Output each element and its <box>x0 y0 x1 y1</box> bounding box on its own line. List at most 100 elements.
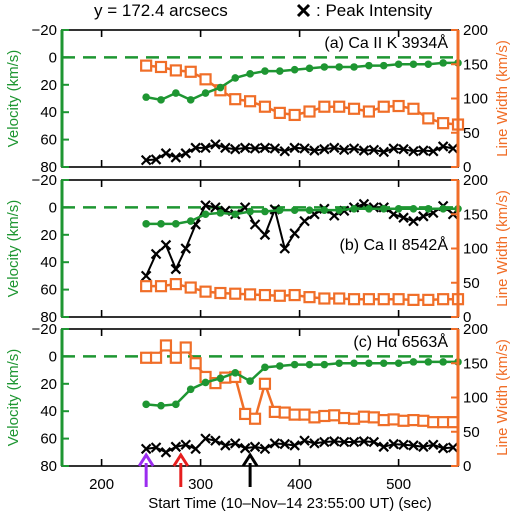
panel-label: (c) Hα 6563Å <box>353 332 448 351</box>
line-width-point <box>397 414 410 427</box>
velocity-point <box>320 63 329 71</box>
x-tick-label: 500 <box>386 476 411 493</box>
panel-2: −20 0 20 40 60 80 0 50 100 150 200 (b) Ca II 8542Å V… <box>5 172 511 326</box>
intensity-point <box>279 243 291 254</box>
velocity-point <box>350 63 358 71</box>
velocity-point <box>201 210 210 219</box>
velocity-point <box>409 60 418 69</box>
line-width-point <box>347 412 361 425</box>
panel-label: (b) Ca II 8542Å <box>340 235 449 254</box>
right-tick-label: 100 <box>463 390 488 407</box>
velocity-point <box>276 206 284 214</box>
line-width-point <box>362 105 375 118</box>
velocity-point <box>186 96 195 104</box>
velocity-point <box>142 93 150 101</box>
line-width-point <box>333 292 346 305</box>
left-tick-label: 40 <box>40 254 57 271</box>
intensity-point <box>447 143 459 154</box>
intensity-point <box>220 440 231 451</box>
velocity-point <box>157 96 165 104</box>
time-arrow-icon <box>241 452 259 487</box>
velocity-point <box>216 209 225 217</box>
velocity-point <box>216 374 225 383</box>
velocity-point <box>172 89 180 97</box>
intensity-point <box>249 219 261 230</box>
time-arrow-icon <box>172 452 190 487</box>
figure-header: y = 172.4 arcsecs : Peak Intensity <box>94 1 433 20</box>
header-right-text: : Peak Intensity <box>316 1 433 20</box>
line-width-point <box>258 100 272 113</box>
right-tick-label: 150 <box>463 56 488 73</box>
line-width-point <box>258 377 272 390</box>
intensity-point <box>239 142 251 154</box>
velocity-point <box>305 64 314 73</box>
intensity-point <box>358 436 370 447</box>
right-tick-label: 100 <box>463 91 488 108</box>
right-axis-label: Line Width (km/s) <box>494 339 511 456</box>
right-tick-label: 50 <box>463 275 480 292</box>
intensity-point <box>309 145 320 156</box>
intensity-point <box>418 211 429 222</box>
velocity-point <box>439 59 447 67</box>
line-width-point <box>214 286 227 300</box>
intensity-point <box>299 215 310 227</box>
right-axis-label: Line Width (km/s) <box>494 40 511 157</box>
right-tick-label: 100 <box>463 241 488 258</box>
line-width-point <box>298 408 311 421</box>
line-width-point <box>189 357 202 370</box>
velocity-point <box>335 63 344 71</box>
left-axis-label: Velocity (km/s) <box>5 200 22 298</box>
line-width-point <box>184 281 197 294</box>
intensity-point <box>408 440 419 451</box>
right-tick-label: 150 <box>463 355 488 372</box>
intensity-point <box>150 442 162 453</box>
velocity-point <box>350 204 358 213</box>
intensity-point <box>190 142 201 154</box>
velocity-point <box>290 65 299 74</box>
intensity-point <box>388 438 399 450</box>
right-tick-label: 0 <box>463 458 471 475</box>
intensity-marker-icon <box>296 3 311 18</box>
velocity-point <box>394 60 403 69</box>
velocity-point <box>305 206 314 214</box>
line-width-point <box>199 73 212 86</box>
velocity-point <box>157 401 165 410</box>
velocity-point <box>246 70 254 78</box>
intensity-point <box>249 143 261 154</box>
right-tick-label: 50 <box>463 125 480 142</box>
velocity-series-line <box>145 61 458 102</box>
left-tick-label: 20 <box>40 77 57 94</box>
velocity-point <box>261 67 269 75</box>
velocity-point <box>261 207 269 216</box>
left-tick-label: 20 <box>40 376 57 393</box>
line-width-point <box>437 293 450 306</box>
line-width-point <box>169 278 182 291</box>
velocity-point <box>142 400 150 409</box>
left-tick-label: −20 <box>32 321 57 338</box>
line-width-point <box>273 289 286 302</box>
intensity-point <box>180 243 192 254</box>
line-width-point <box>422 293 435 306</box>
velocity-point <box>201 378 210 387</box>
intensity-point <box>398 212 409 223</box>
line-width-point <box>303 291 316 304</box>
right-tick-label: 200 <box>463 321 488 338</box>
line-width-point <box>248 412 262 425</box>
velocity-point <box>276 362 284 370</box>
line-width-point <box>149 351 163 364</box>
left-tick-label: 80 <box>40 309 57 326</box>
velocity-point <box>290 360 299 369</box>
left-axis-label: Velocity (km/s) <box>5 349 22 447</box>
intensity-point <box>309 438 320 449</box>
left-tick-label: 20 <box>40 227 57 244</box>
line-width-point <box>288 408 301 421</box>
velocity-point <box>246 377 254 385</box>
velocity-point <box>424 358 433 366</box>
right-tick-label: 200 <box>463 22 488 39</box>
line-width-point <box>303 105 316 118</box>
velocity-point <box>424 60 433 69</box>
intensity-point <box>140 443 152 455</box>
velocity-point <box>409 358 418 366</box>
line-width-point <box>407 102 420 115</box>
velocity-point <box>394 359 403 368</box>
